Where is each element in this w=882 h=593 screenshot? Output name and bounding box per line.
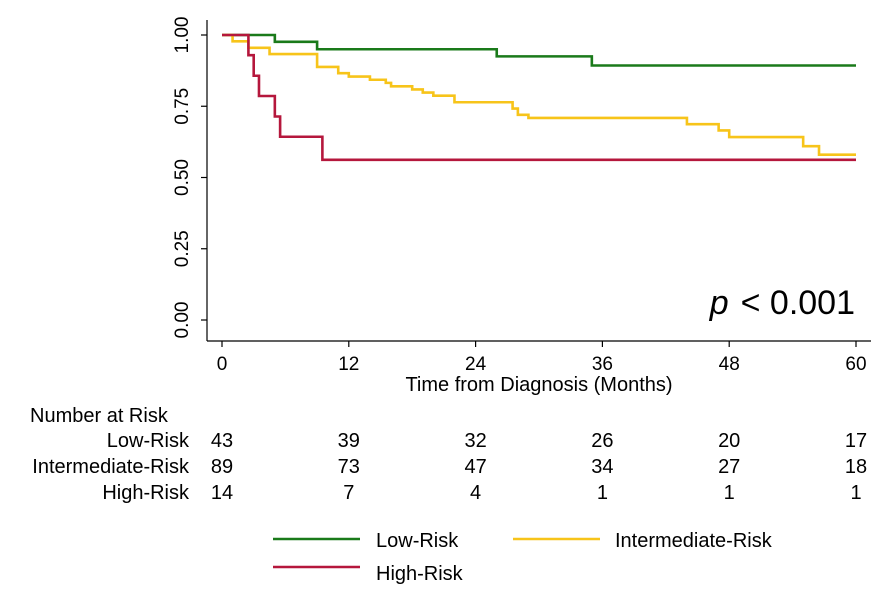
p-label: p <box>709 284 729 322</box>
risk-row-label: High-Risk <box>102 482 190 504</box>
curve-high-risk <box>222 33 856 162</box>
y-tick-label: 0.75 <box>172 88 193 125</box>
x-axis-label: Time from Diagnosis (Months) <box>405 374 672 396</box>
y-tick-label: 0.25 <box>172 230 193 267</box>
y-tick-label: 0.50 <box>172 159 193 196</box>
risk-cell: 20 <box>718 430 740 452</box>
risk-cell: 17 <box>845 430 867 452</box>
risk-cell: 43 <box>211 430 233 452</box>
risk-cell: 7 <box>343 482 354 504</box>
x-tick-label: 60 <box>845 354 866 375</box>
risk-cell: 26 <box>591 430 613 452</box>
risk-cell: 34 <box>591 456 613 478</box>
risk-cell: 18 <box>845 456 867 478</box>
risk-cell: 39 <box>338 430 360 452</box>
survival-curves <box>222 33 856 162</box>
risk-cell: 47 <box>464 456 486 478</box>
risk-cell: 27 <box>718 456 740 478</box>
x-tick-label: 0 <box>217 354 228 375</box>
risk-cell: 14 <box>211 482 233 504</box>
risk-cell: 1 <box>850 482 861 504</box>
risk-cell: 1 <box>597 482 608 504</box>
x-tick-label: 36 <box>592 354 613 375</box>
risk-cell: 73 <box>338 456 360 478</box>
p-value-annotation: p < 0.001 <box>709 284 855 322</box>
risk-row-label: Intermediate-Risk <box>32 456 190 478</box>
y-tick-label: 0.00 <box>172 302 193 339</box>
curve-low-risk <box>222 33 856 67</box>
plot-axes: 0.00 0.25 0.50 0.75 1.00 0 12 24 36 48 60 <box>172 17 871 375</box>
risk-cell: 1 <box>724 482 735 504</box>
number-at-risk-table: Number at Risk Low-Risk 43 39 32 26 20 17Inter… <box>30 405 867 504</box>
x-tick-label: 24 <box>465 354 487 375</box>
risk-cell: 32 <box>464 430 486 452</box>
risk-table-title: Number at Risk <box>30 405 169 427</box>
legend-label: High-Risk <box>376 563 464 585</box>
risk-cell: 89 <box>211 456 233 478</box>
risk-row-label: Low-Risk <box>107 430 190 452</box>
legend-label: Intermediate-Risk <box>615 530 773 552</box>
y-tick-label: 1.00 <box>172 17 193 54</box>
curve-intermediate-risk <box>222 33 856 156</box>
chart-legend: Low-Risk Intermediate-Risk High-Risk <box>273 530 773 585</box>
p-value: < 0.001 <box>741 284 855 322</box>
risk-cell: 4 <box>470 482 481 504</box>
legend-label: Low-Risk <box>376 530 459 552</box>
x-tick-label: 48 <box>719 354 740 375</box>
x-tick-label: 12 <box>338 354 359 375</box>
